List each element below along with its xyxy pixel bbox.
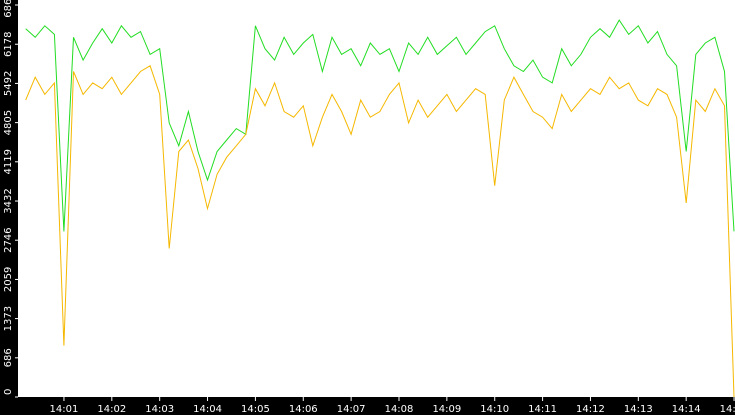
y-tick-label: 5492 xyxy=(3,71,14,96)
y-tick-label: 2059 xyxy=(3,267,14,292)
y-tick-label: 6178 xyxy=(3,32,14,57)
x-tick-label: 14:03 xyxy=(145,404,174,415)
y-tick-label: 4119 xyxy=(3,149,14,174)
x-tick-label: 14:01 xyxy=(50,404,79,415)
x-tick-label: 14:08 xyxy=(385,404,414,415)
y-tick-label: 4805 xyxy=(3,110,14,135)
x-tick-label: 14:13 xyxy=(624,404,653,415)
y-tick-label: 686 xyxy=(3,348,14,367)
plot-area xyxy=(18,0,735,397)
x-tick-label: 14:15 xyxy=(720,404,735,415)
y-tick-label: 6865 xyxy=(3,0,14,18)
x-tick-label: 14:04 xyxy=(193,404,222,415)
y-tick-label: 1373 xyxy=(3,306,14,331)
x-tick-label: 14:12 xyxy=(576,404,605,415)
x-tick-label: 14:14 xyxy=(672,404,701,415)
x-tick-label: 14:05 xyxy=(241,404,270,415)
series-line xyxy=(25,19,735,232)
y-tick-label: 3432 xyxy=(3,188,14,213)
x-tick-label: 14:07 xyxy=(337,404,366,415)
series-line xyxy=(25,65,735,398)
y-tick-label: 2746 xyxy=(3,227,14,252)
y-tick-label: 0 xyxy=(3,389,14,395)
x-tick-label: 14:10 xyxy=(480,404,509,415)
x-tick-label: 14:02 xyxy=(97,404,126,415)
x-tick-label: 14:06 xyxy=(289,404,318,415)
x-tick-label: 14:11 xyxy=(528,404,557,415)
x-tick-label: 14:09 xyxy=(432,404,461,415)
